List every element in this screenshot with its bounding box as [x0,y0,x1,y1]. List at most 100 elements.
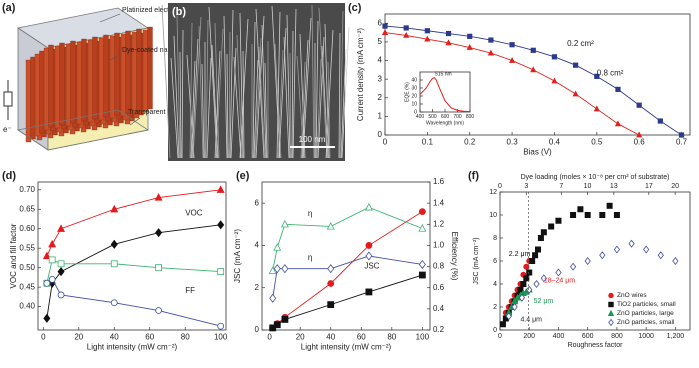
annotation: η [308,209,312,218]
wire-streak [179,51,182,159]
marker [555,217,562,224]
marker [530,47,536,53]
y-tick-label: 4 [378,56,383,65]
wire-streak [176,13,181,159]
marker [217,268,225,275]
marker [466,44,473,50]
x-tick-label: 0 [41,332,46,341]
marker [110,299,118,307]
wire-streak [161,4,171,159]
rod [65,43,72,127]
x-tick-label: 0.7 [676,137,688,146]
annotation: 515 nm [435,72,452,78]
x-axis-label: Wavelength (nm) [426,120,464,126]
wire-streak [271,5,281,159]
marker [551,54,558,60]
schematic: Platinized electrode Dye-coated nanowire… [3,7,247,151]
rod [109,35,116,119]
marker [365,288,373,296]
x-tick-label: 500 [428,114,437,120]
marker [613,245,621,254]
x-tick-label: 700 [453,114,462,120]
marker [403,31,410,38]
y2-tick-label: 0.8 [433,262,445,271]
marker [155,228,163,238]
series-line [272,255,423,299]
marker [628,239,635,248]
marker [643,245,650,254]
scale-bar [290,146,335,148]
wire-streak [300,61,306,159]
y-tick-label: 30 [411,85,417,91]
marker [523,263,530,270]
y-tick-label: 12 [489,189,497,196]
x-tick-label: 0 [383,137,388,146]
x-tick-label: 40 [110,332,119,341]
x-tick-label: 60 [145,332,154,341]
marker [155,264,163,272]
marker [615,86,621,92]
y2-axis-label: Efficiency (%) [450,232,459,281]
wire-streak [170,57,179,159]
y-tick-label: 0 [378,130,383,139]
label: Transparent electrode [128,109,196,116]
marker [445,30,452,37]
rod [54,45,61,129]
y-tick-label: 0.50 [19,263,35,272]
rod [103,34,109,118]
wire-streak [229,9,234,159]
x-tick-label: 20 [74,332,83,341]
nanowire-array [25,26,153,143]
marker [327,280,335,287]
marker [48,256,56,264]
rod [131,31,138,115]
panel-label: (e) [236,170,250,182]
wire-streak [301,39,309,159]
wire-streak [190,60,196,159]
label: e⁻ [3,125,12,134]
y-tick-label: 6 [255,198,260,207]
marker [533,279,540,289]
nanowires [161,4,350,159]
x-tick-label: 200 [523,333,535,340]
marker [606,202,613,209]
wire-streak [254,37,262,159]
y2-tick-label: 0.4 [433,304,445,313]
marker [110,239,118,249]
y-axis-label: EQE (%) [404,82,410,102]
annotation: 0.8 cm² [597,69,624,78]
wire-streak [316,58,322,159]
marker [584,211,591,218]
marker [572,90,579,97]
series-line [46,259,221,284]
marker [154,193,163,201]
wire-streak [255,8,265,159]
legend-marker [608,292,614,299]
wire-streak [338,32,341,159]
x-tick-label: 0 [267,332,272,341]
wire-streak [208,6,218,159]
marker [555,268,562,277]
x-tick-label: 0.1 [422,137,434,146]
marker [280,219,289,228]
wire-streak [252,21,256,159]
y-axis-label: VOC and fill factor [9,223,18,288]
legend-marker [608,318,614,327]
rod [59,42,65,126]
marker [636,131,643,138]
marker [529,257,536,264]
marker [584,256,591,266]
marker [382,23,388,29]
wire-streak [201,63,205,159]
marker [657,251,664,260]
wire-streak [205,19,209,159]
y-tick-label: 40 [411,77,417,83]
marker [273,264,281,274]
x-axis-label: Bias (V) [523,148,552,157]
marker [327,264,335,274]
panel-label: (c) [348,2,362,14]
marker [672,256,679,266]
x2-tick-label: 17 [645,183,653,190]
wire-streak [239,18,249,159]
